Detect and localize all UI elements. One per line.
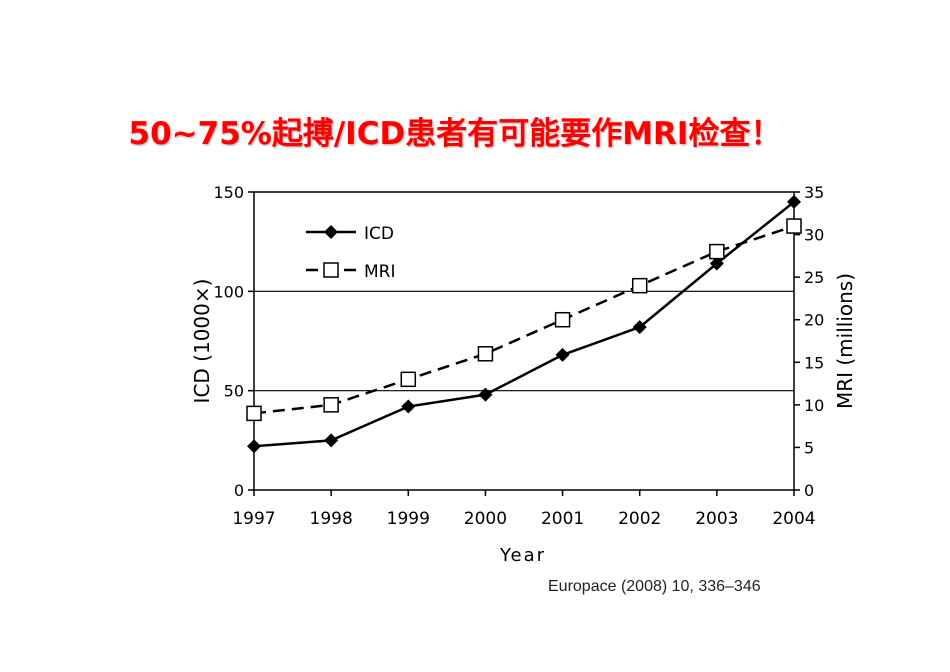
y2-tick-label: 0	[804, 481, 814, 500]
legend-label: ICD	[364, 224, 394, 244]
icd-point	[478, 387, 493, 402]
y2-tick-label: 25	[804, 268, 824, 287]
mri-point	[631, 277, 648, 294]
y-tick-label: 150	[213, 183, 244, 202]
mri-point	[323, 397, 339, 413]
icd-point	[324, 433, 339, 448]
y2-tick-label: 30	[804, 226, 824, 245]
legend-marker-icd	[324, 225, 338, 239]
x-tick-label: 1999	[387, 509, 430, 529]
mri-point	[246, 405, 262, 422]
y2-tick-label: 15	[804, 353, 824, 372]
x-tick-label: 1998	[310, 509, 353, 529]
plot-frame	[253, 191, 795, 491]
mri-point	[709, 243, 725, 260]
icd-point	[709, 256, 724, 271]
slide-title: 50~75%起搏/ICD患者有可能要作MRI检查！	[128, 116, 782, 152]
legend-label: MRI	[364, 262, 396, 282]
y2-tick-label: 20	[804, 311, 824, 330]
icd-point	[632, 320, 647, 335]
mri-point	[477, 346, 494, 362]
citation: Europace (2008) 10, 336–346	[548, 578, 761, 595]
y2-tick-label: 5	[804, 438, 814, 457]
x-tick-label: 1997	[232, 509, 275, 529]
series-line-mri	[253, 224, 795, 415]
y2-tick-label: 10	[804, 396, 824, 415]
y2-tick-label: 35	[804, 183, 824, 202]
icd-point	[555, 347, 570, 362]
mri-point	[400, 371, 417, 388]
icd-point	[787, 194, 801, 209]
y-tick-label: 100	[213, 282, 244, 301]
icd-point	[247, 439, 261, 454]
x-tick-label: 2000	[464, 509, 507, 529]
legend-marker-mri	[323, 262, 339, 278]
x-tick-label: 2002	[618, 509, 661, 529]
y-tick-label: 50	[224, 382, 244, 401]
mri-point	[554, 311, 571, 328]
x-tick-label: 2004	[772, 509, 815, 529]
y-tick-label: 0	[234, 481, 244, 500]
series-line-icd	[253, 200, 795, 448]
y-axis-label: ICD (1000×)	[190, 279, 214, 404]
x-tick-label: 2001	[541, 509, 584, 529]
mri-point	[786, 218, 802, 234]
x-axis-label: Year	[499, 545, 546, 566]
icd-point	[401, 399, 416, 414]
y2-axis-label: MRI (millions)	[833, 273, 857, 409]
x-tick-label: 2003	[695, 509, 738, 529]
